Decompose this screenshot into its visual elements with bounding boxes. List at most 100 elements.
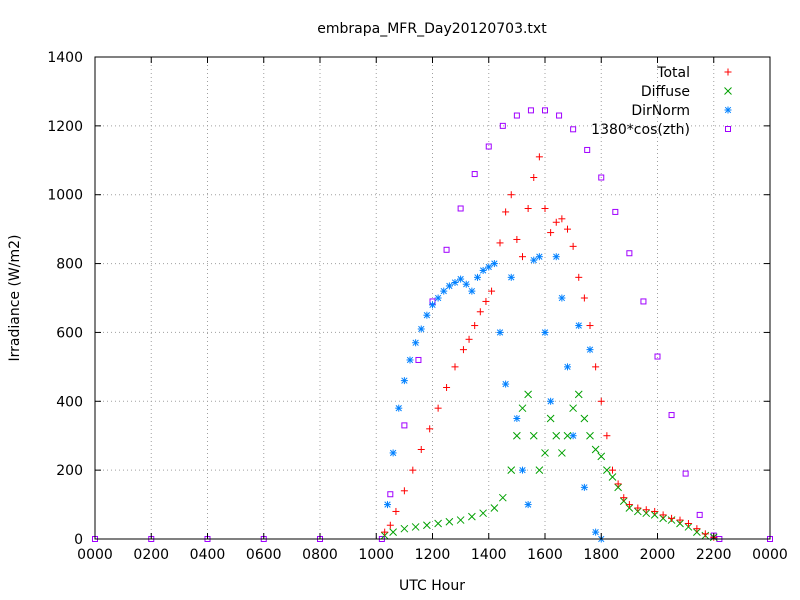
point-star xyxy=(535,253,543,261)
point-star xyxy=(569,432,577,440)
point-plus xyxy=(513,235,521,243)
series-1 xyxy=(380,390,718,542)
point-plus xyxy=(609,466,616,474)
point-x xyxy=(563,431,572,440)
y-axis-label: Irradiance (W/m2) xyxy=(7,235,23,362)
point-x xyxy=(574,390,583,399)
point-plus xyxy=(386,521,394,529)
point-x-stroke xyxy=(507,466,516,474)
point-star xyxy=(389,449,397,457)
point-x-stroke xyxy=(586,431,594,440)
point-x-stroke xyxy=(518,404,527,413)
point-star-stroke xyxy=(524,501,532,508)
point-star-stroke xyxy=(513,415,521,422)
point-x xyxy=(434,519,442,528)
point-square xyxy=(401,422,408,429)
point-x xyxy=(513,431,521,440)
y-tick-label: 1000 xyxy=(47,188,83,204)
point-x-stroke xyxy=(608,473,617,481)
point-plus xyxy=(471,322,479,330)
x-tick-label: 0400 xyxy=(190,547,226,563)
point-plus xyxy=(417,445,425,453)
point-star xyxy=(485,263,493,271)
point-x-stroke xyxy=(546,414,555,423)
point-x xyxy=(569,404,577,413)
chart-title: embrapa_MFR_Day20120703.txt xyxy=(317,21,547,37)
point-star xyxy=(558,294,566,302)
point-x xyxy=(608,473,617,481)
point-star xyxy=(507,273,515,281)
point-star xyxy=(490,260,498,268)
x-axis-label: UTC Hour xyxy=(399,578,465,594)
legend-label: Diffuse xyxy=(641,84,690,100)
point-star-stroke xyxy=(558,294,566,302)
point-star xyxy=(412,339,420,347)
point-star xyxy=(451,279,459,287)
point-plus xyxy=(603,432,611,440)
point-x xyxy=(445,517,454,526)
point-square xyxy=(626,250,633,257)
point-star-stroke xyxy=(457,275,464,283)
point-square xyxy=(640,298,647,305)
x-tick-label: 1600 xyxy=(527,547,563,563)
point-x-stroke xyxy=(574,390,583,399)
point-star xyxy=(400,377,408,385)
point-plus xyxy=(558,215,566,223)
point-square xyxy=(682,470,689,477)
point-plus xyxy=(482,297,490,305)
point-star xyxy=(580,483,588,491)
point-x-stroke xyxy=(434,519,442,528)
point-star xyxy=(479,266,487,274)
point-plus xyxy=(597,397,605,405)
point-star-stroke xyxy=(502,380,509,388)
point-x xyxy=(586,431,594,440)
point-x-stroke xyxy=(468,512,476,521)
point-plus xyxy=(524,204,532,212)
point-star-stroke xyxy=(446,282,453,290)
point-star xyxy=(496,328,504,336)
point-square xyxy=(556,112,563,119)
point-square xyxy=(570,126,577,133)
point-x xyxy=(456,516,465,524)
point-star xyxy=(592,528,600,536)
point-square xyxy=(696,511,703,518)
point-square xyxy=(612,208,619,215)
point-plus xyxy=(530,174,538,181)
point-plus xyxy=(676,516,684,524)
point-square xyxy=(654,353,661,360)
point-star xyxy=(541,328,549,336)
point-plus xyxy=(535,153,543,161)
point-star-stroke xyxy=(479,267,487,274)
grid xyxy=(95,57,770,539)
point-star xyxy=(575,322,583,330)
point-plus xyxy=(392,507,400,515)
series-3 xyxy=(92,107,773,542)
legend-marker xyxy=(724,106,732,114)
point-x xyxy=(524,390,532,399)
x-tick-label: 0000 xyxy=(77,547,113,563)
point-square xyxy=(443,246,450,253)
point-x-stroke xyxy=(569,404,577,413)
point-star-stroke xyxy=(451,279,459,286)
point-x-stroke xyxy=(479,509,487,518)
point-star xyxy=(395,404,403,412)
point-star xyxy=(429,301,436,309)
point-star-stroke xyxy=(575,322,582,329)
point-plus xyxy=(684,520,692,528)
point-star-stroke xyxy=(564,363,571,371)
point-star xyxy=(423,311,431,319)
point-star xyxy=(434,294,442,302)
point-star xyxy=(552,253,560,261)
point-x xyxy=(498,493,507,502)
x-tick-label: 0000 xyxy=(752,547,788,563)
y-tick-label: 1200 xyxy=(47,119,83,135)
point-plus xyxy=(701,530,709,538)
point-plus xyxy=(488,287,496,295)
point-plus xyxy=(668,514,676,522)
axis-ticks xyxy=(94,56,771,540)
point-x xyxy=(400,524,409,533)
series-2 xyxy=(384,253,605,543)
y-tick-label: 0 xyxy=(74,532,83,548)
point-star-stroke xyxy=(412,339,419,346)
